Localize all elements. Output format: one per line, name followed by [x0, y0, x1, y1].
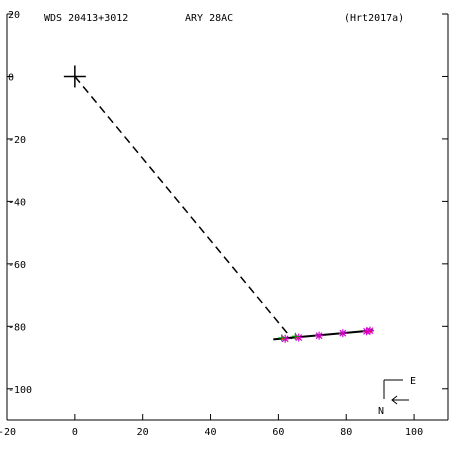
y-tick-label: -40 — [8, 197, 26, 208]
connector-line — [74, 75, 293, 340]
plot-marks — [63, 65, 374, 343]
fit-line — [273, 329, 374, 341]
residual-line — [294, 336, 297, 339]
east-label: E — [410, 376, 416, 387]
x-tick-label: 60 — [272, 427, 284, 438]
residual-line — [284, 338, 287, 341]
y-tick-label: 20 — [8, 10, 20, 21]
residual-line — [281, 337, 284, 340]
y-tick-label: -100 — [8, 385, 32, 396]
y-tick-label: 0 — [8, 72, 14, 83]
wds-id-label: WDS 20413+3012 — [44, 13, 128, 24]
motion-arrow-head — [391, 395, 398, 405]
x-tick-label: -20 — [0, 427, 16, 438]
reference-label: (Hrt2017a) — [344, 13, 404, 24]
discoverer-label: ARY 28AC — [185, 13, 233, 24]
x-tick-label: 40 — [205, 427, 217, 438]
x-tick-label: 80 — [340, 427, 352, 438]
y-tick-label: -20 — [8, 135, 26, 146]
y-tick-label: -80 — [8, 322, 26, 333]
x-tick-label: 100 — [405, 427, 423, 438]
residual-line — [318, 335, 321, 338]
residual-line — [369, 330, 372, 333]
x-tick-label: 20 — [137, 427, 149, 438]
residual-line — [298, 337, 301, 340]
north-label: N — [378, 406, 384, 417]
x-tick-label: 0 — [72, 427, 78, 438]
axes: -20 0 20 40 60 80 100 20 0 -20 -40 -60 -80 -100 — [0, 10, 449, 438]
orientation-indicator: E N — [378, 376, 416, 417]
residual-line — [342, 332, 345, 335]
y-tick-label: -60 — [8, 260, 26, 271]
